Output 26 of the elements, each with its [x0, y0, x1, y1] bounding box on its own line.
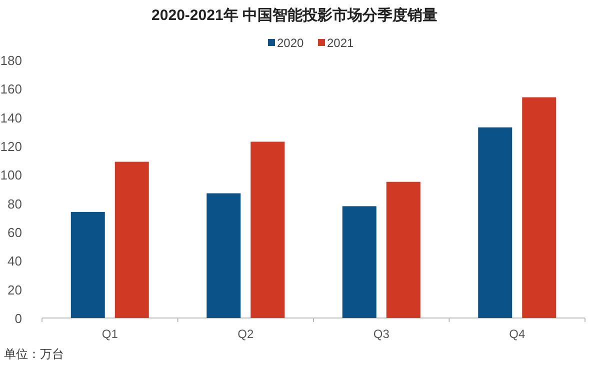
legend-label: 2020 [277, 36, 304, 50]
chart-title: 2020-2021年 中国智能投影市场分季度销量 [152, 6, 438, 24]
bar [70, 212, 105, 318]
y-tick-label: 0 [14, 311, 22, 326]
y-tick-label: 20 [8, 282, 22, 298]
bar [206, 193, 241, 318]
legend-label: 2021 [327, 36, 354, 50]
y-tick-label: 80 [8, 196, 22, 212]
bar [478, 127, 512, 318]
y-tick-label: 60 [8, 225, 22, 240]
bar [250, 142, 285, 318]
x-tick-label: Q4 [509, 327, 526, 341]
x-tick-label: Q1 [102, 327, 118, 341]
y-tick-label: 140 [0, 110, 22, 126]
text: 单位：万台 [4, 347, 64, 361]
bar [386, 182, 420, 318]
bar [342, 206, 376, 318]
y-tick-label: 120 [0, 139, 22, 154]
y-tick-label: 100 [0, 168, 22, 183]
y-tick-label: 40 [8, 254, 22, 269]
x-tick-label: Q2 [238, 327, 254, 341]
y-tick-label: 180 [0, 53, 22, 68]
y-tick-label: 160 [0, 82, 22, 97]
bar [522, 97, 556, 318]
x-tick-label: Q3 [373, 327, 390, 341]
bar [114, 162, 149, 318]
